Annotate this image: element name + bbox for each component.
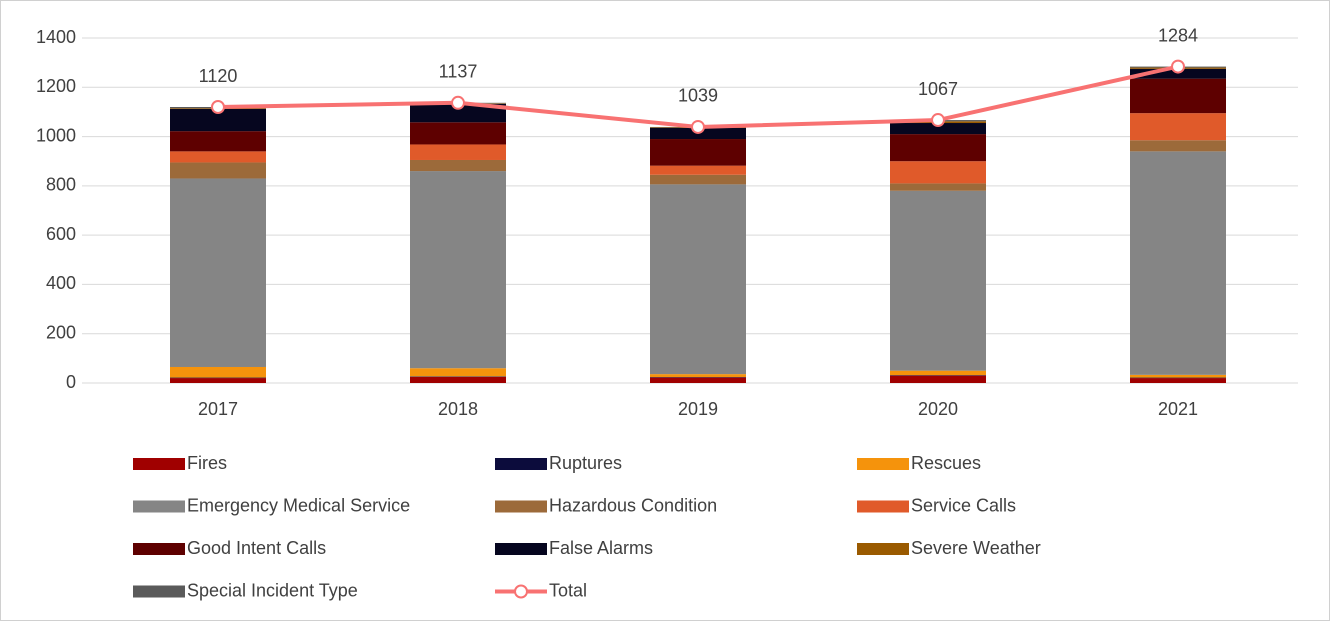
bar-segment [890, 370, 986, 376]
data-label: 1039 [678, 86, 718, 106]
x-tick-label: 2018 [438, 399, 478, 419]
bar-segment [170, 151, 266, 163]
bar-segment [650, 374, 746, 378]
bar-segment [410, 171, 506, 369]
bar-segment [1130, 68, 1226, 79]
data-label: 1067 [918, 79, 958, 99]
bar-segment [410, 368, 506, 377]
bar-segment [410, 159, 506, 172]
bar-segment [170, 178, 266, 367]
total-marker [691, 119, 705, 134]
total-marker [931, 113, 945, 128]
bar-segment [650, 139, 746, 166]
bar-segment [650, 377, 746, 383]
bar-segment [170, 366, 266, 378]
y-tick-label: 200 [46, 322, 76, 342]
bar-segment [1130, 151, 1226, 375]
bar-segment [890, 123, 986, 135]
legend-swatch [495, 543, 547, 555]
bar-segment [650, 184, 746, 375]
legend-label: Fires [187, 453, 227, 473]
x-tick-label: 2017 [198, 399, 238, 419]
legend-label: Hazardous Condition [549, 495, 717, 515]
bar-segment [170, 108, 266, 132]
bar-segment [1130, 378, 1226, 383]
total-marker [211, 100, 225, 114]
legend-marker [514, 584, 528, 599]
legend-swatch [857, 458, 909, 470]
legend-label: False Alarms [549, 538, 653, 558]
bar-segment [1130, 78, 1226, 114]
legend-swatch [857, 543, 909, 555]
legend-label: Ruptures [549, 453, 622, 473]
data-label: 1137 [439, 62, 478, 82]
legend-label: Service Calls [911, 495, 1016, 515]
data-label: 1120 [199, 66, 238, 86]
data-label: 1284 [1158, 25, 1198, 45]
legend-swatch [495, 500, 547, 513]
bar-segment [1130, 140, 1226, 152]
bar-segment [410, 376, 506, 383]
y-tick-label: 1000 [36, 125, 76, 145]
bar-segment [890, 134, 986, 162]
bar-segment [170, 131, 266, 152]
legend-swatch [133, 458, 185, 470]
legend-swatch [495, 458, 547, 470]
legend-swatch [133, 543, 185, 555]
x-tick-label: 2020 [918, 399, 958, 419]
bar-segment [170, 162, 266, 179]
total-marker [451, 95, 465, 110]
legend-swatch [857, 500, 909, 513]
legend-label: Rescues [911, 453, 981, 473]
legend-label: Emergency Medical Service [187, 495, 410, 515]
total-marker [1171, 59, 1185, 74]
legend-swatch [133, 500, 185, 513]
y-tick-label: 0 [66, 372, 76, 392]
y-tick-label: 400 [46, 273, 76, 293]
bar-segment [170, 378, 266, 383]
bar-segment [890, 183, 986, 191]
bar-segment [410, 103, 506, 123]
legend-label: Good Intent Calls [187, 538, 326, 558]
legend-label: Total [549, 580, 587, 600]
bar-segment [1130, 113, 1226, 141]
y-tick-label: 1400 [36, 27, 76, 47]
legend-label: Special Incident Type [187, 580, 358, 600]
bar-segment [1130, 374, 1226, 378]
bar-segment [890, 161, 986, 184]
legend-label: Severe Weather [911, 538, 1041, 558]
bar-segment [410, 144, 506, 160]
x-tick-label: 2019 [678, 399, 718, 419]
y-tick-label: 600 [46, 224, 76, 244]
bar-segment [410, 122, 506, 145]
y-tick-label: 1200 [36, 76, 76, 96]
y-tick-label: 800 [46, 175, 76, 195]
bar-segment [890, 375, 986, 383]
legend-swatch [133, 585, 185, 598]
x-tick-label: 2021 [1158, 399, 1198, 419]
bar-segment [650, 165, 746, 175]
bar-segment [890, 190, 986, 371]
bar-segment [650, 174, 746, 185]
